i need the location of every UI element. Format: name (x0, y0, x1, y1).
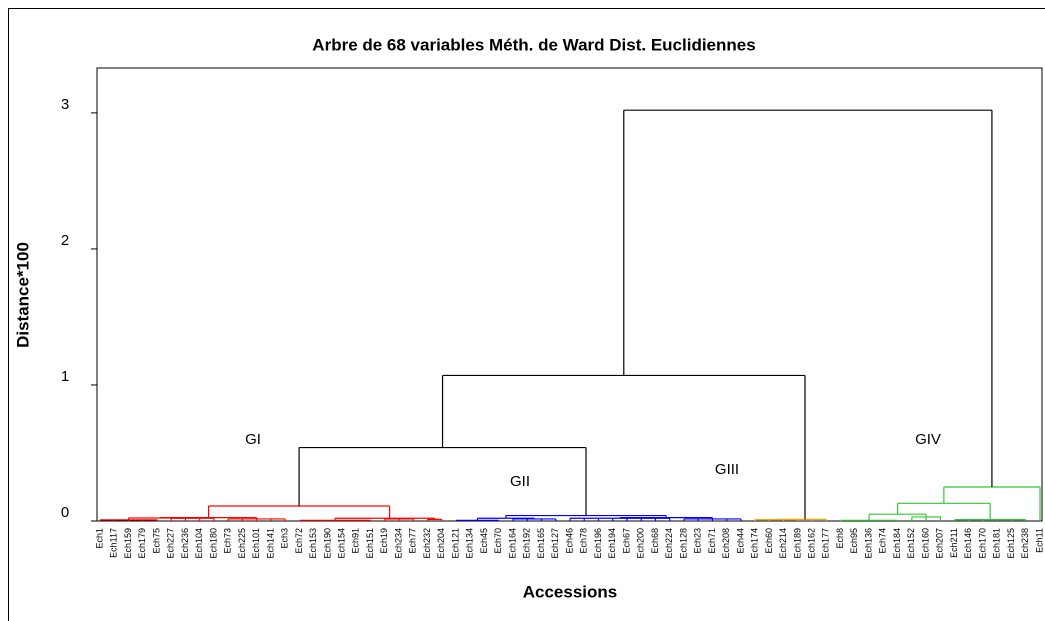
leaf-label: Ech8 (835, 528, 845, 549)
link (943, 486, 1041, 521)
leaf-label: Ech68 (650, 528, 660, 554)
leaf-label: Ech72 (294, 528, 304, 554)
group-label: GI (245, 431, 261, 448)
leaf-label: Ech74 (878, 528, 888, 554)
leaf-label: Ech170 (977, 528, 987, 559)
link (298, 446, 587, 516)
leaf-label: Ech104 (194, 528, 204, 559)
link (334, 517, 436, 521)
leaf-label: Ech77 (408, 528, 418, 554)
leaf-label: Ech207 (935, 528, 945, 559)
leaf-label: Ech3 (280, 528, 290, 549)
chart-border (8, 8, 1045, 621)
leaf-label: Ech164 (507, 528, 517, 559)
link (455, 519, 500, 521)
link (298, 519, 372, 521)
link (207, 505, 391, 519)
leaf-label: Ech236 (180, 528, 190, 559)
leaf-label: Ech23 (693, 528, 703, 554)
leaf-label: Ech70 (493, 528, 503, 554)
group-label: GIV (915, 431, 941, 448)
leaf-label: Ech19 (379, 528, 389, 554)
leaf-label: Ech128 (678, 528, 688, 559)
leaf-label: Ech224 (664, 528, 674, 559)
link (775, 518, 827, 521)
y-tick-label: 3 (61, 96, 69, 113)
leaf-label: Ech146 (963, 528, 973, 559)
leaf-label: Ech11 (1034, 528, 1044, 553)
link (623, 109, 993, 487)
leaf-label: Ech78 (579, 528, 589, 554)
leaf-label: Ech153 (308, 528, 318, 559)
leaf-label: Ech189 (792, 528, 802, 559)
leaf-label: Ech192 (522, 528, 532, 559)
leaf-label: Ech208 (721, 528, 731, 559)
leaf-label: Ech225 (237, 528, 247, 559)
leaf-label: Ech227 (166, 528, 176, 559)
y-tick-label: 1 (61, 368, 69, 385)
leaf-label: Ech71 (707, 528, 717, 554)
leaf-label: Ech117 (109, 528, 119, 558)
link (754, 519, 799, 521)
group-label: GIII (715, 461, 739, 478)
leaf-label: Ech73 (223, 528, 233, 554)
link (99, 519, 158, 521)
plot-frame (96, 67, 1043, 522)
leaf-label: Ech67 (621, 528, 631, 554)
leaf-label: Ech232 (422, 528, 432, 559)
leaf-label: Ech121 (450, 528, 460, 559)
leaf-label: Ech234 (393, 528, 403, 559)
leaf-label: Ech60 (764, 528, 774, 554)
leaf-label: Ech177 (821, 528, 831, 559)
leaf-label: Ech127 (550, 528, 560, 559)
link (911, 516, 941, 521)
leaf-label: Ech180 (208, 528, 218, 559)
group-label: GII (510, 473, 530, 490)
leaf-label: Ech151 (365, 528, 375, 559)
leaf-label: Ech181 (992, 528, 1002, 559)
leaf-label: Ech136 (863, 528, 873, 559)
leaf-label: Ech45 (479, 528, 489, 554)
leaf-label: Ech238 (1020, 528, 1030, 559)
leaf-label: Ech174 (750, 528, 760, 559)
chart-title: Arbre de 68 variables Méth. de Ward Dist… (312, 35, 755, 54)
leaf-label: Ech194 (607, 528, 617, 559)
leaf-label: Ech200 (636, 528, 646, 559)
leaf-label: Ech184 (892, 528, 902, 559)
link (953, 519, 1027, 521)
leaf-label: Ech141 (265, 528, 275, 559)
link (505, 514, 667, 519)
leaf-label: Ech190 (322, 528, 332, 559)
y-tick-label: 2 (61, 232, 69, 249)
leaf-label: Ech101 (251, 528, 261, 559)
y-tick-label: 0 (61, 504, 69, 521)
leaf-label: Ech134 (465, 528, 475, 559)
y-axis-label: Distance*100 (13, 242, 32, 348)
leaf-label: Ech152 (906, 528, 916, 559)
leaf-label: Ech211 (949, 528, 959, 558)
leaf-label: Ech204 (436, 528, 446, 559)
leaf-label: Ech91 (351, 528, 361, 554)
leaf-label: Ech214 (778, 528, 788, 559)
leaf-label: Ech154 (336, 528, 346, 559)
leaf-label: Ech162 (806, 528, 816, 559)
leaf-label: Ech95 (849, 528, 859, 554)
leaf-label: Ech165 (536, 528, 546, 559)
leaf-label: Ech159 (123, 528, 133, 559)
x-axis-label: Accessions (523, 582, 618, 601)
link (840, 519, 899, 521)
leaf-label: Ech196 (593, 528, 603, 559)
leaf-label: Ech75 (151, 528, 161, 554)
leaf-label: Ech125 (1006, 528, 1016, 559)
link (426, 518, 443, 521)
leaf-label: Ech1 (94, 528, 104, 549)
leaf-label: Ech44 (735, 528, 745, 554)
leaf-label: Ech179 (137, 528, 147, 559)
leaf-label: Ech160 (920, 528, 930, 559)
leaf-label: Ech46 (564, 528, 574, 554)
